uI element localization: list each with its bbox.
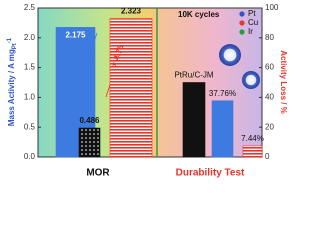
y-tick-label: 2.5 [24, 3, 36, 12]
legend-swatch [239, 20, 245, 26]
group-label: Durability Test [176, 168, 245, 179]
value-label: 7.44% [241, 134, 264, 143]
y2-tick-label: 0 [265, 152, 270, 161]
legend-label: Ir [248, 27, 253, 36]
y-tick-label: 0.0 [24, 152, 36, 161]
chart: 0.0 0.5 1.0 1.5 2.0 2.5 0 20 40 60 80 100 Mass Activ… [7, 3, 288, 179]
y-tick-label: 1.0 [24, 93, 36, 102]
y-axis-label-part: -1 [7, 37, 13, 43]
value-label: 0.486 [79, 116, 100, 125]
value-label: 2.323 [121, 7, 142, 16]
legend-swatch [239, 29, 245, 35]
bar [78, 127, 101, 158]
value-label: 2.175 [65, 30, 86, 39]
y2-tick-label: 20 [265, 122, 274, 131]
y-axis-label-part: Pt [12, 43, 18, 49]
y2-tick-label: 100 [265, 3, 279, 12]
note: 10K cycles [178, 10, 220, 19]
legend-label: Pt [248, 9, 256, 18]
y-axis-label-part: Mass Activity / A mg [7, 49, 16, 126]
bar [109, 18, 153, 158]
y-tick-label: 0.5 [24, 122, 36, 131]
y-tick-label: 2.0 [24, 33, 36, 42]
legend-label: Cu [248, 18, 258, 27]
y-tick-label: 1.5 [24, 63, 36, 72]
bar [182, 82, 206, 158]
bar [242, 145, 263, 158]
bar [211, 100, 234, 158]
y2-tick-label: 40 [265, 93, 274, 102]
y2-tick-label: 60 [265, 63, 274, 72]
nanoparticle-icon [219, 44, 241, 66]
category-label: PtRu/C-JM [174, 71, 213, 80]
group-label: MOR [86, 168, 110, 179]
y-axis-label: Mass Activity / A mgPt-1 [7, 37, 18, 126]
value-label: 37.76% [209, 89, 236, 98]
nanoparticle-icon [242, 71, 260, 89]
y2-axis-label: Activity Loss / % [279, 50, 288, 114]
y2-tick-label: 80 [265, 33, 274, 42]
legend-swatch [239, 11, 245, 17]
